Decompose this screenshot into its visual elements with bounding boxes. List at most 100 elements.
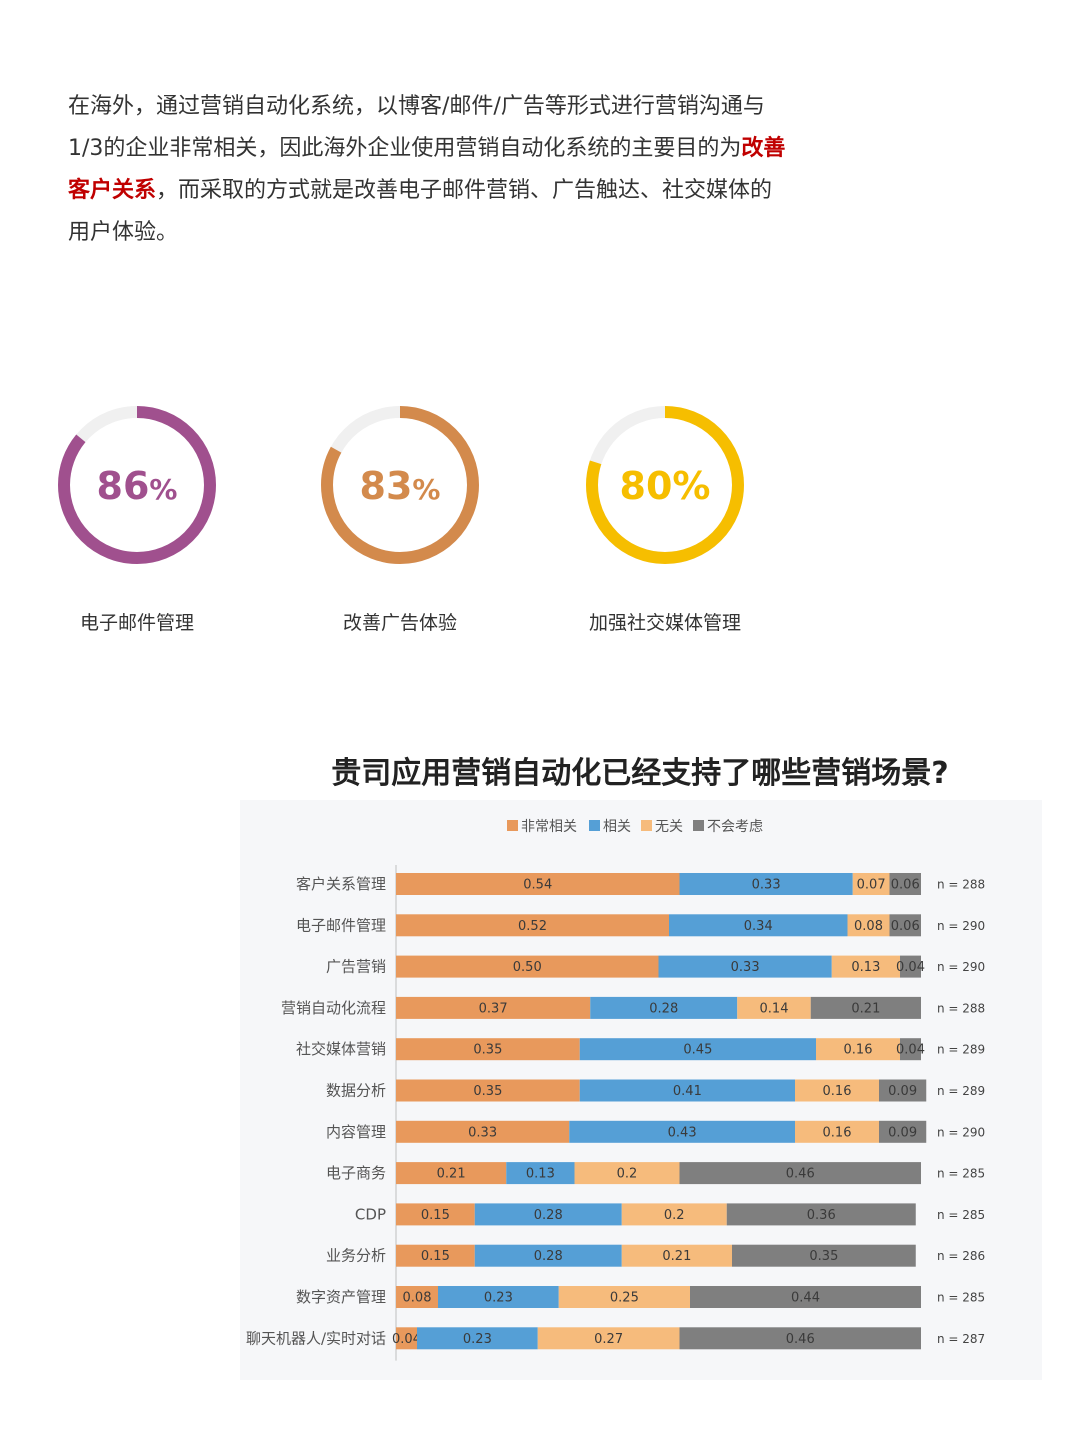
bar-segment bbox=[669, 914, 848, 937]
donut-unit: % bbox=[672, 464, 710, 508]
data-label: 0.27 bbox=[594, 1332, 623, 1347]
n-label: n = 285 bbox=[937, 1291, 985, 1305]
category-label: 社交媒体营销 bbox=[296, 1040, 386, 1058]
data-label: 0.41 bbox=[673, 1084, 702, 1099]
data-label: 0.15 bbox=[421, 1249, 450, 1264]
bar-segment bbox=[831, 955, 900, 978]
donut-value: 83% bbox=[360, 464, 441, 508]
stacked-bar-chart-panel: 非常相关 相关 无关 不会考虑 客户关系管理 0.54 0.33 0.07 0.06 n = 28… bbox=[240, 800, 1042, 1380]
data-label: 0.23 bbox=[463, 1332, 492, 1347]
bar-segment bbox=[679, 1327, 921, 1350]
intro-text-1: 在海外，通过营销自动化系统，以博客/邮件/广告等形式进行营销沟通与1/3的企业非… bbox=[68, 94, 765, 161]
data-label: 0.23 bbox=[484, 1291, 513, 1306]
bar-segment bbox=[900, 1038, 921, 1061]
donut-value: 80% bbox=[620, 464, 711, 508]
bar-segment bbox=[396, 1286, 438, 1308]
n-label: n = 285 bbox=[937, 1208, 985, 1222]
intro-highlight: 改善客户关系 bbox=[68, 136, 786, 203]
legend-swatch bbox=[507, 820, 518, 831]
n-label: n = 287 bbox=[937, 1332, 985, 1346]
bar-segment bbox=[396, 1244, 475, 1267]
data-label: 0.35 bbox=[809, 1249, 838, 1264]
bar-segment bbox=[879, 1079, 927, 1102]
data-label: 0.34 bbox=[744, 919, 773, 934]
bar-segment bbox=[574, 1162, 680, 1185]
bar-segment bbox=[900, 955, 921, 978]
bar-segment bbox=[879, 1120, 927, 1143]
legend-label: 无关 bbox=[655, 819, 683, 835]
donut-chart-social: 80% bbox=[586, 406, 744, 564]
data-label: 0.06 bbox=[891, 878, 920, 893]
data-label: 0.35 bbox=[473, 1084, 502, 1099]
donut-chart-email: 86% bbox=[58, 406, 216, 564]
data-label: 0.16 bbox=[844, 1043, 873, 1058]
data-label: 0.16 bbox=[823, 1125, 852, 1140]
donut-number: 86 bbox=[97, 464, 150, 508]
bar-segment bbox=[396, 873, 680, 895]
data-label: 0.28 bbox=[649, 1001, 678, 1016]
donut-arc bbox=[586, 406, 744, 564]
bar-segment bbox=[396, 1327, 417, 1350]
data-label: 0.21 bbox=[662, 1249, 691, 1264]
category-label: 数字资产管理 bbox=[296, 1288, 386, 1306]
donut-arc bbox=[321, 406, 479, 564]
legend-swatch bbox=[589, 820, 600, 831]
intro-paragraph: 在海外，通过营销自动化系统，以博客/邮件/广告等形式进行营销沟通与1/3的企业非… bbox=[68, 86, 788, 254]
bar-segment bbox=[396, 1203, 475, 1226]
donut-number: 83 bbox=[360, 464, 413, 508]
category-label: 客户关系管理 bbox=[296, 875, 386, 893]
category-label: 电子邮件管理 bbox=[296, 916, 386, 934]
intro-text-2: ，而采取的方式就是改善电子邮件营销、广告触达、社交媒体的用户体验。 bbox=[68, 178, 773, 245]
bar-segment bbox=[537, 1327, 680, 1350]
bar-segment bbox=[396, 914, 669, 937]
legend-label: 不会考虑 bbox=[707, 819, 763, 835]
bar-segment bbox=[579, 1079, 795, 1102]
bar-segment bbox=[396, 955, 659, 978]
bar-segment bbox=[847, 914, 890, 937]
donut-label-email: 电子邮件管理 bbox=[79, 612, 194, 634]
donut-ads: 83% 改善广告体验 bbox=[300, 400, 500, 635]
data-label: 0.36 bbox=[807, 1208, 836, 1223]
bar-segment bbox=[621, 1244, 732, 1267]
n-label: n = 290 bbox=[937, 960, 985, 974]
category-label: 业务分析 bbox=[326, 1247, 386, 1265]
bar-segment bbox=[889, 914, 921, 937]
data-label: 0.50 bbox=[513, 960, 542, 975]
n-label: n = 290 bbox=[937, 1125, 985, 1139]
data-label: 0.37 bbox=[479, 1001, 508, 1016]
bar-segment bbox=[795, 1079, 879, 1102]
data-label: 0.09 bbox=[888, 1125, 917, 1140]
bar-segment bbox=[737, 996, 811, 1019]
bar-segment bbox=[396, 1120, 570, 1143]
data-label: 0.09 bbox=[888, 1084, 917, 1099]
bar-segment bbox=[579, 1038, 816, 1061]
data-label: 0.33 bbox=[731, 960, 760, 975]
bar-segment bbox=[679, 873, 853, 895]
bar-segment bbox=[396, 1038, 580, 1061]
data-label: 0.13 bbox=[526, 1167, 555, 1182]
data-label: 0.21 bbox=[851, 1001, 880, 1016]
category-label: CDP bbox=[355, 1205, 386, 1223]
donut-social: 80% 加强社交媒体管理 bbox=[565, 400, 765, 635]
category-label: 内容管理 bbox=[326, 1123, 386, 1141]
data-label: 0.04 bbox=[392, 1332, 421, 1347]
data-label: 0.06 bbox=[891, 919, 920, 934]
data-label: 0.28 bbox=[534, 1249, 563, 1264]
bar-segment bbox=[558, 1286, 690, 1308]
data-label: 0.35 bbox=[473, 1043, 502, 1058]
donut-value: 86% bbox=[97, 464, 178, 508]
bar-segment bbox=[810, 996, 921, 1019]
data-label: 0.25 bbox=[610, 1291, 639, 1306]
legend-swatch bbox=[693, 820, 704, 831]
data-label: 0.2 bbox=[617, 1167, 638, 1182]
category-label: 数据分析 bbox=[326, 1082, 386, 1100]
bar-segment bbox=[726, 1203, 916, 1226]
bar-segment bbox=[658, 955, 832, 978]
data-label: 0.33 bbox=[752, 878, 781, 893]
legend-label: 非常相关 bbox=[521, 819, 577, 835]
category-label: 广告营销 bbox=[326, 958, 386, 976]
n-label: n = 290 bbox=[937, 919, 985, 933]
bar-segment bbox=[795, 1120, 879, 1143]
data-label: 0.54 bbox=[523, 878, 552, 893]
